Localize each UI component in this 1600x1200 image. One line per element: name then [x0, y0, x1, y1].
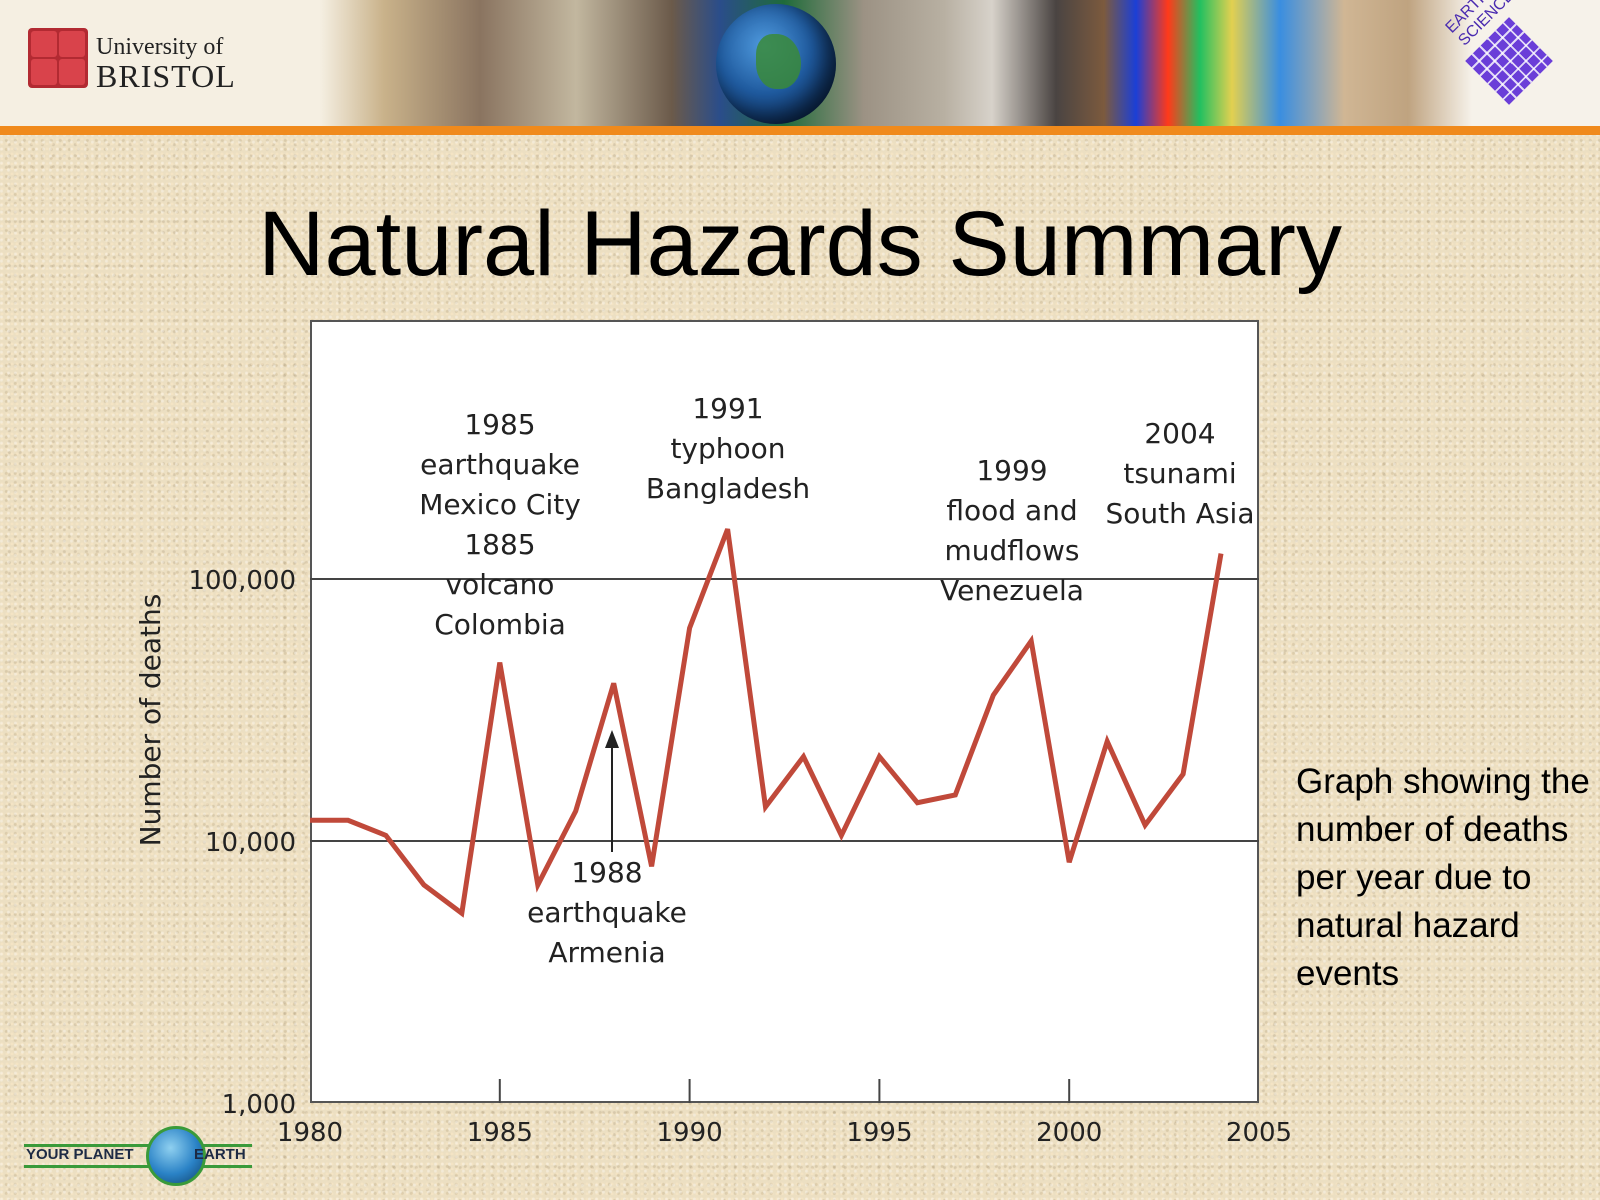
- y-axis-label: Number of deaths: [134, 594, 167, 847]
- university-name-line2: BRISTOL: [96, 58, 236, 94]
- x-tick-label: 1995: [846, 1118, 912, 1148]
- globe-icon: [146, 1126, 206, 1186]
- graph-caption: Graph showing the number of deaths per y…: [1296, 762, 1590, 993]
- university-name-line1: University of: [96, 34, 224, 60]
- y-tick-label: 1,000: [222, 1090, 296, 1120]
- x-tick-label: 2000: [1036, 1118, 1102, 1148]
- x-tick-label: 1980: [277, 1118, 343, 1148]
- plot-area: [310, 320, 1259, 1103]
- x-tick-label: 1985: [467, 1118, 533, 1148]
- header-stripe: [0, 126, 1600, 135]
- logo-text-left: YOUR PLANET: [26, 1146, 134, 1163]
- university-crest-icon: [28, 28, 88, 88]
- y-tick-label: 100,000: [188, 566, 296, 596]
- logo-bar: [24, 1144, 252, 1168]
- logo-text-right: EARTH: [194, 1146, 246, 1163]
- earth-globe-icon: [716, 4, 836, 124]
- y-tick-label: 10,000: [205, 828, 296, 858]
- x-tick-label: 1990: [657, 1118, 723, 1148]
- slide-title: Natural Hazards Summary: [258, 193, 1342, 295]
- x-tick-label: 2005: [1226, 1118, 1292, 1148]
- your-planet-earth-logo: YOUR PLANET EARTH: [24, 1126, 252, 1186]
